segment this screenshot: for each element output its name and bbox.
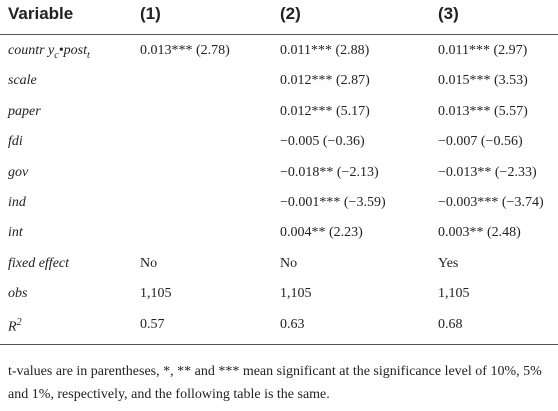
variable-label: countr yc•postt <box>8 43 90 61</box>
table-cell: 0.011*** (2.88) <box>280 43 370 58</box>
table-cell: No <box>280 255 298 271</box>
table-cell: −0.003*** (−3.74) <box>438 195 544 210</box>
table-cell: 0.012*** (5.17) <box>280 103 370 119</box>
variable-label: paper <box>8 104 41 120</box>
variable-label: obs <box>8 286 27 302</box>
variable-label: fdi <box>8 134 23 150</box>
label-part: 2 <box>16 316 22 328</box>
variable-label: R2 <box>8 317 22 336</box>
column-header: (2) <box>280 4 301 23</box>
label-part: obs <box>8 286 28 302</box>
variable-label: fixed effect <box>8 256 69 272</box>
header-rule <box>0 34 558 35</box>
label-part: R <box>8 319 17 335</box>
table-cell: Yes <box>438 255 459 271</box>
label-part: gov <box>8 164 29 180</box>
label-part: int <box>8 225 23 241</box>
variable-label: int <box>8 225 23 241</box>
label-part: countr y <box>8 43 55 58</box>
label-part: fixed effect <box>8 255 70 271</box>
table-cell: 1,105 <box>438 286 470 302</box>
label-part: fdi <box>8 134 23 150</box>
table-cell: 1,105 <box>140 286 172 302</box>
column-header: (1) <box>140 4 161 23</box>
label-part: scale <box>8 73 37 89</box>
column-header: (3) <box>438 4 459 23</box>
table-cell: 0.012*** (2.87) <box>280 73 370 89</box>
table-cell: −0.018** (−2.13) <box>280 164 379 180</box>
table-cell: 0.63 <box>280 316 305 332</box>
label-part: •post <box>58 43 87 58</box>
label-part: t <box>86 49 90 61</box>
table-cell: 0.004** (2.23) <box>280 225 363 241</box>
table-cell: No <box>140 255 158 271</box>
label-part: c <box>54 49 59 61</box>
table-cell: 0.011*** (2.97) <box>438 43 528 58</box>
label-part: ind <box>8 195 26 210</box>
table-cell: 0.57 <box>140 316 165 332</box>
table-cell: 1,105 <box>280 286 312 302</box>
bottom-rule <box>0 344 558 345</box>
table-cell: −0.005 (−0.36) <box>280 134 365 150</box>
column-header: Variable <box>8 4 74 23</box>
variable-label: ind <box>8 195 26 211</box>
table-cell: 0.68 <box>438 316 463 332</box>
variable-label: scale <box>8 73 37 89</box>
table-cell: 0.013*** (2.78) <box>140 43 230 58</box>
table-cell: −0.013** (−2.33) <box>438 164 537 180</box>
table-cell: 0.013*** (5.57) <box>438 103 528 119</box>
table-cell: 0.003** (2.48) <box>438 225 521 241</box>
footnote: t-values are in parentheses, *, ** and *… <box>8 364 542 402</box>
table-cell: 0.015*** (3.53) <box>438 73 528 89</box>
label-part: paper <box>8 103 41 119</box>
table-cell: −0.007 (−0.56) <box>438 134 523 150</box>
variable-label: gov <box>8 165 28 181</box>
table-cell: −0.001*** (−3.59) <box>280 195 386 210</box>
